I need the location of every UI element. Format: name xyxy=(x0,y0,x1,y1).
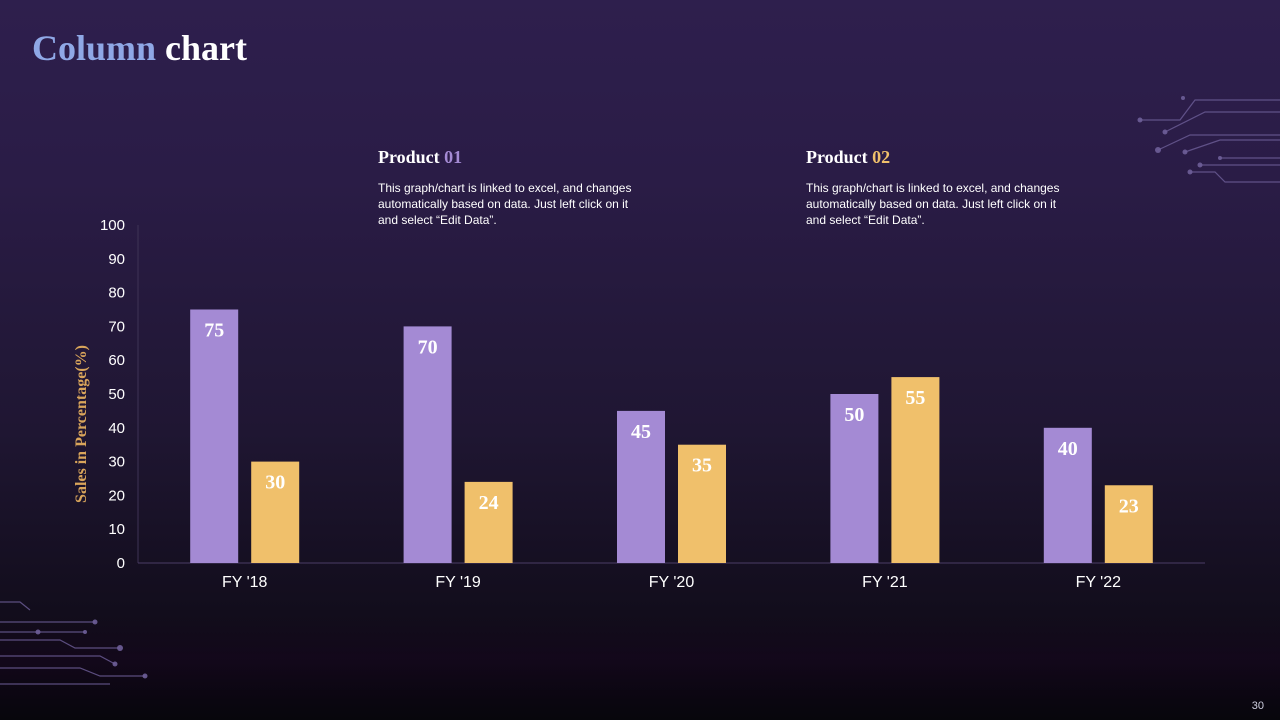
y-tick-label: 10 xyxy=(108,521,125,538)
bar xyxy=(403,326,452,563)
product-01-label: Product xyxy=(378,147,440,167)
product-01-block: Product 01 This graph/chart is linked to… xyxy=(378,146,638,228)
y-tick-label: 0 xyxy=(117,555,125,572)
y-tick-label: 30 xyxy=(108,454,125,471)
page-number: 30 xyxy=(1251,700,1264,712)
product-02-block: Product 02 This graph/chart is linked to… xyxy=(806,146,1066,228)
y-tick-label: 20 xyxy=(108,487,125,504)
data-label: 50 xyxy=(844,404,864,426)
y-tick-label: 100 xyxy=(100,217,125,234)
page-title: Column chart xyxy=(32,26,247,70)
product-02-heading: Product 02 xyxy=(806,146,1066,168)
bar xyxy=(251,461,300,563)
bar xyxy=(617,410,665,563)
data-label: 45 xyxy=(631,421,651,443)
product-01-number: 01 xyxy=(444,147,463,167)
title-part-2: chart xyxy=(165,28,247,68)
x-tick-label: FY '21 xyxy=(862,574,908,591)
x-tick-label: FY '22 xyxy=(1076,574,1122,591)
y-tick-label: 70 xyxy=(108,318,125,335)
data-label: 40 xyxy=(1058,438,1078,460)
data-label: 35 xyxy=(692,455,712,477)
bar xyxy=(1043,427,1092,563)
y-tick-label: 60 xyxy=(108,352,125,369)
footer-band xyxy=(0,618,1280,720)
product-02-number: 02 xyxy=(872,147,891,167)
data-label: 24 xyxy=(479,492,499,514)
x-tick-label: FY '19 xyxy=(435,574,481,591)
product-02-description: This graph/chart is linked to excel, and… xyxy=(806,181,1060,227)
data-label: 70 xyxy=(418,336,438,358)
title-part-1: Column xyxy=(32,28,157,68)
bar xyxy=(891,377,940,563)
product-01-heading: Product 01 xyxy=(378,146,638,168)
x-tick-label: FY '18 xyxy=(222,574,268,591)
x-tick-label: FY '20 xyxy=(649,574,695,591)
y-tick-label: 50 xyxy=(108,386,125,403)
data-label: 23 xyxy=(1119,495,1139,517)
bar xyxy=(678,444,726,563)
bar xyxy=(464,481,513,563)
circuit-decoration-top-right xyxy=(1137,96,1280,183)
data-label: 75 xyxy=(204,320,224,342)
y-tick-label: 40 xyxy=(108,420,125,437)
product-01-description: This graph/chart is linked to excel, and… xyxy=(378,181,632,227)
data-label: 30 xyxy=(265,472,285,494)
bar xyxy=(1104,485,1153,563)
bar xyxy=(190,309,239,563)
circuit-decoration-bottom-left xyxy=(0,601,148,685)
bar xyxy=(830,394,879,563)
y-tick-label: 90 xyxy=(108,251,125,268)
y-axis-title: Sales in Percentage(%) xyxy=(73,345,90,503)
product-02-label: Product xyxy=(806,147,868,167)
y-tick-label: 80 xyxy=(108,285,125,302)
data-label: 55 xyxy=(905,387,925,409)
